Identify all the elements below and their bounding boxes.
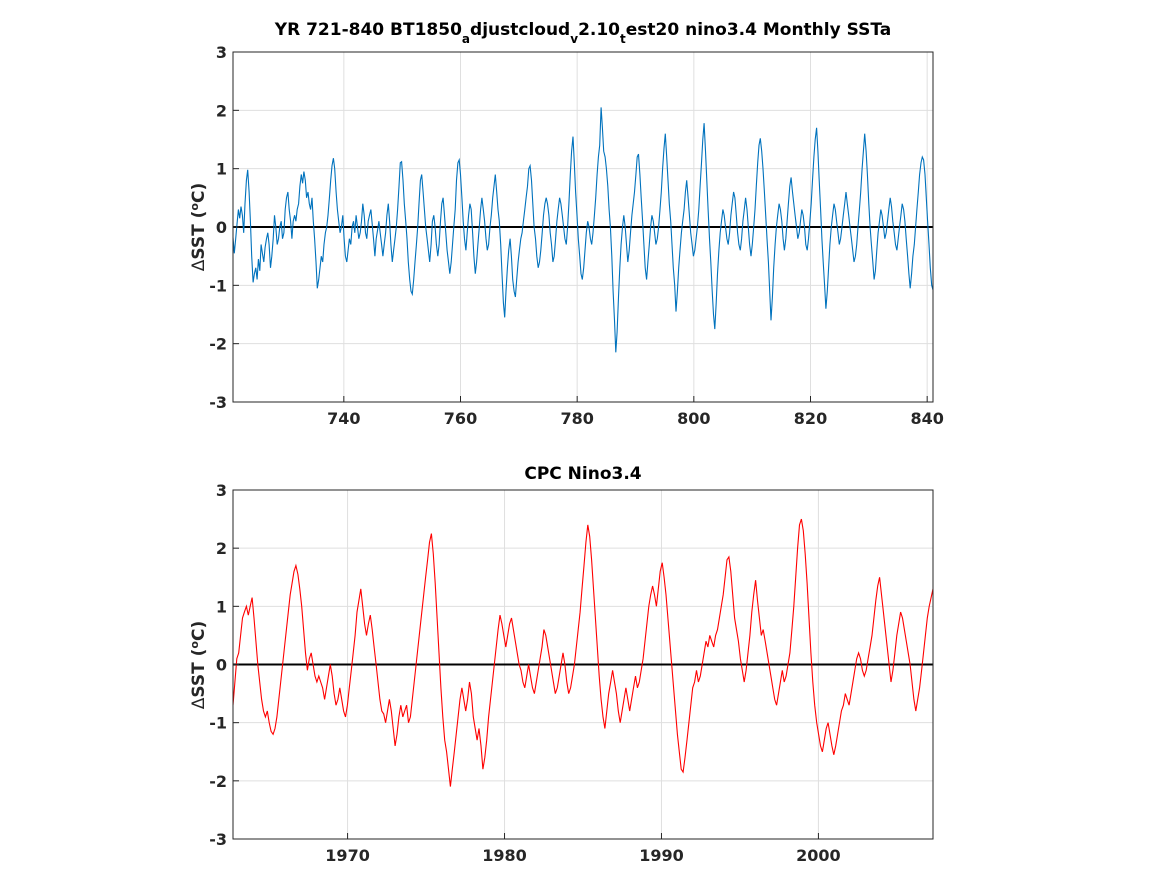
x-tick-label: 760 [444, 409, 477, 428]
x-tick-label: 820 [794, 409, 827, 428]
x-tick-label: 780 [560, 409, 593, 428]
bottom-series-line [232, 518, 934, 787]
y-tick-label: 0 [216, 218, 227, 237]
y-tick-label: -3 [209, 393, 227, 412]
y-tick-label: 3 [216, 43, 227, 62]
y-tick-label: 1 [216, 160, 227, 179]
y-tick-label: 2 [216, 101, 227, 120]
bottom-x-tick-labels: 1970 1980 1990 2000 [325, 833, 841, 865]
bottom-y-axis-label: ΔSST (oC) [188, 621, 209, 709]
bottom-y-tick-labels: -3 -2 -1 0 1 2 3 [209, 481, 239, 849]
top-panel: 740 760 780 800 820 840 -3 -2 -1 0 1 2 3 YR 721-840… [188, 20, 944, 428]
y-tick-label: -1 [209, 714, 227, 733]
x-tick-label: 800 [677, 409, 710, 428]
y-tick-label: 1 [216, 597, 227, 616]
x-tick-label: 840 [910, 409, 943, 428]
top-y-axis-label: ΔSST (oC) [188, 183, 209, 271]
y-tick-label: 0 [216, 656, 227, 675]
y-tick-label: -2 [209, 335, 227, 354]
x-tick-label: 1980 [482, 846, 527, 865]
x-tick-label: 2000 [796, 846, 841, 865]
top-series-line [232, 107, 934, 353]
top-x-tick-labels: 740 760 780 800 820 840 [327, 396, 944, 428]
top-y-tick-labels: -3 -2 -1 0 1 2 3 [209, 43, 239, 412]
bottom-chart-title: CPC Nino3.4 [524, 464, 641, 484]
y-tick-label: -1 [209, 276, 227, 295]
top-chart-title: YR 721-840 BT1850adjustcloudv2.10test20 … [274, 20, 891, 46]
x-tick-label: 1990 [639, 846, 684, 865]
y-tick-label: -2 [209, 772, 227, 791]
x-tick-label: 740 [327, 409, 360, 428]
y-tick-label: 2 [216, 539, 227, 558]
y-tick-label: 3 [216, 481, 227, 500]
x-tick-label: 1970 [325, 846, 370, 865]
y-tick-label: -3 [209, 830, 227, 849]
